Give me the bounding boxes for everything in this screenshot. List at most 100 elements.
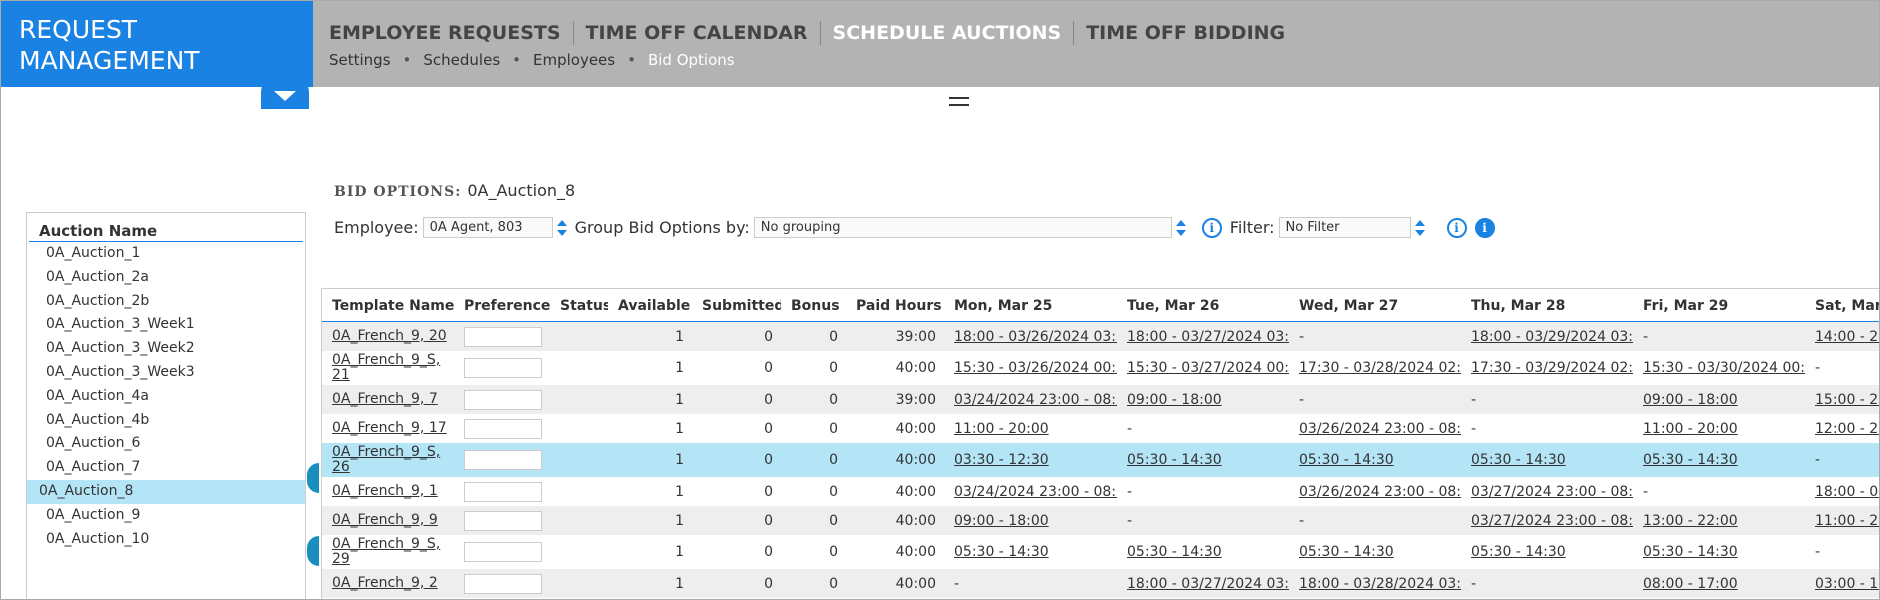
- shift-link[interactable]: 17:30 - 03/28/2024 02:30: [1299, 360, 1461, 376]
- panel-toggle[interactable]: [307, 463, 319, 493]
- shift-link[interactable]: 18:00 - 03/26/2024 03:00: [954, 328, 1117, 345]
- template-link[interactable]: 0A_French_9, 17: [332, 420, 447, 436]
- shift-link[interactable]: 18:00 - 03/27/2024 03:00: [1127, 575, 1289, 592]
- shift-link[interactable]: 05:30 - 14:30: [1643, 544, 1738, 560]
- collapse-handle[interactable]: [949, 97, 969, 106]
- auction-item[interactable]: 0A_Auction_3_Week3: [46, 363, 195, 380]
- nav-tab[interactable]: TIME OFF CALENDAR: [572, 21, 820, 45]
- shift-link[interactable]: 11:00 - 20:00: [1643, 420, 1738, 437]
- spinner[interactable]: [1414, 219, 1425, 236]
- auction-item[interactable]: 0A_Auction_1: [46, 245, 141, 261]
- subnav-link[interactable]: Settings: [329, 51, 391, 69]
- preference-input[interactable]: [464, 450, 542, 470]
- shift-link[interactable]: 18:00 - 03/27/2024 03:00: [1127, 328, 1289, 345]
- table-row[interactable]: 0A_French_9, 2 1 0 0 40:00-18:00 - 03/27/202…: [322, 569, 1879, 598]
- shift-link[interactable]: 11:00 - 20:00: [954, 420, 1049, 437]
- table-row[interactable]: 0A_French_9, 7 1 0 0 39:00 03/24/2024 23:00 -…: [322, 385, 1879, 414]
- shift-link[interactable]: 05:30 - 14:30: [1299, 452, 1394, 468]
- shift-link[interactable]: 03/26/2024 23:00 - 08:00: [1299, 420, 1461, 437]
- table-row[interactable]: 0A_French_9, 9 1 0 0 40:00 09:00 - 18:00- -03/…: [322, 506, 1879, 535]
- auction-item[interactable]: 0A_Auction_9: [46, 506, 141, 523]
- shift-link[interactable]: 13:00 - 22:00: [1643, 512, 1738, 529]
- table-row[interactable]: 0A_French_9, 20 1 0 0 39:00 18:00 - 03/26/202…: [322, 321, 1879, 351]
- nav-tab[interactable]: EMPLOYEE REQUESTS: [329, 22, 561, 44]
- shift-link[interactable]: 11:00 - 20:00: [1815, 512, 1879, 529]
- auction-item[interactable]: 0A_Auction_3_Week1: [46, 316, 195, 333]
- table-row[interactable]: 0A_French_9, 1 1 0 0 40:00 03/24/2024 23:00 -…: [322, 477, 1879, 506]
- template-link[interactable]: 0A_French_9_S, 21: [332, 352, 441, 383]
- shift-link[interactable]: 03/27/2024 23:00 - 08:00: [1471, 483, 1633, 500]
- auction-item[interactable]: 0A_Auction_4a: [46, 387, 149, 404]
- subnav-link[interactable]: Bid Options: [647, 51, 735, 69]
- subnav-link[interactable]: Schedules: [423, 51, 501, 69]
- shift-link[interactable]: 08:00 - 17:00: [1643, 575, 1738, 592]
- preference-input[interactable]: [464, 389, 542, 410]
- shift-link[interactable]: 05:30 - 14:30: [1643, 452, 1738, 468]
- info-icon[interactable]: i: [1201, 217, 1222, 238]
- shift-link[interactable]: 03/27/2024 23:00 - 08:00: [1471, 512, 1633, 529]
- template-link[interactable]: 0A_French_9, 2: [332, 575, 438, 591]
- shift-link[interactable]: 09:00 - 18:00: [1127, 391, 1222, 408]
- shift-link[interactable]: 14:00 - 22:00: [1815, 328, 1879, 345]
- nav-tab[interactable]: TIME OFF BIDDING: [1073, 21, 1297, 45]
- shift-link[interactable]: 05:30 - 14:30: [1471, 452, 1566, 468]
- table-row[interactable]: 0A_French_9_S, 21 1 0 0 40:00 15:30 - 03/26/2…: [322, 351, 1879, 385]
- info-icon[interactable]: i: [1446, 217, 1467, 238]
- group-select[interactable]: No grouping: [753, 217, 1172, 238]
- shift-link[interactable]: 03:00 - 12:00: [1815, 575, 1879, 592]
- auction-item[interactable]: 0A_Auction_3_Week2: [46, 340, 195, 357]
- table-row[interactable]: 0A_French_9_S, 29 1 0 0 40:00 05:30 - 14:30 05…: [322, 535, 1879, 569]
- employee-select[interactable]: 0A Agent, 803: [422, 217, 553, 238]
- shift-link[interactable]: 03/26/2024 23:00 - 08:00: [1299, 483, 1461, 500]
- template-link[interactable]: 0A_French_9, 7: [332, 391, 438, 407]
- shift-link[interactable]: 05:30 - 14:30: [1127, 452, 1222, 468]
- shift-link[interactable]: 05:30 - 14:30: [1471, 544, 1566, 560]
- preference-input[interactable]: [464, 510, 542, 531]
- shift-link[interactable]: 18:00 - 03/31/2024 03:00: [1815, 483, 1879, 500]
- template-link[interactable]: 0A_French_9_S, 26: [332, 444, 441, 475]
- preference-input[interactable]: [464, 418, 542, 439]
- shift-link[interactable]: 09:00 - 18:00: [954, 512, 1049, 529]
- auction-item[interactable]: 0A_Auction_8: [27, 479, 305, 504]
- shift-link[interactable]: 15:00 - 23:00: [1815, 391, 1879, 408]
- auction-item[interactable]: 0A_Auction_6: [46, 435, 141, 452]
- nav-tab[interactable]: SCHEDULE AUCTIONS: [819, 21, 1074, 45]
- shift-link[interactable]: 15:30 - 03/26/2024 00:30: [954, 360, 1117, 376]
- info-icon[interactable]: i: [1474, 217, 1495, 238]
- preference-input[interactable]: [464, 358, 542, 378]
- preference-input[interactable]: [464, 573, 542, 594]
- template-link[interactable]: 0A_French_9, 9: [332, 512, 438, 528]
- auction-item[interactable]: 0A_Auction_4b: [46, 411, 150, 428]
- auction-item[interactable]: 0A_Auction_10: [46, 530, 150, 547]
- shift-link[interactable]: 03/24/2024 23:00 - 08:00: [954, 391, 1117, 408]
- auction-item[interactable]: 0A_Auction_2a: [46, 268, 149, 285]
- shift-link[interactable]: 05:30 - 14:30: [1299, 544, 1394, 560]
- shift-link[interactable]: 03/24/2024 23:00 - 08:00: [954, 483, 1117, 500]
- shift-link[interactable]: 18:00 - 03/29/2024 03:00: [1471, 328, 1633, 345]
- preference-input[interactable]: [464, 326, 542, 347]
- preference-input[interactable]: [464, 542, 542, 562]
- panel-toggle[interactable]: [307, 536, 319, 566]
- shift-link[interactable]: 05:30 - 14:30: [954, 544, 1049, 560]
- table-row[interactable]: 0A_French_9_S, 26 1 0 0 40:00 03:30 - 12:30 05…: [322, 443, 1879, 477]
- template-link[interactable]: 0A_French_9, 1: [332, 483, 438, 499]
- spinner[interactable]: [1175, 219, 1186, 236]
- preference-input[interactable]: [464, 481, 542, 502]
- shift-link[interactable]: 15:30 - 03/27/2024 00:30: [1127, 360, 1289, 376]
- shift-link[interactable]: 05:30 - 14:30: [1127, 544, 1222, 560]
- shift-link[interactable]: 18:00 - 03/28/2024 03:00: [1299, 575, 1461, 592]
- shift-link[interactable]: 15:30 - 03/30/2024 00:30: [1643, 360, 1805, 376]
- auction-item[interactable]: 0A_Auction_7: [46, 459, 141, 476]
- shift-link[interactable]: 03:30 - 12:30: [954, 452, 1049, 468]
- filter-select[interactable]: No Filter: [1278, 217, 1411, 238]
- table-row[interactable]: 0A_French_9, 17 1 0 0 40:00 11:00 - 20:00-03/…: [322, 414, 1879, 443]
- subnav-link[interactable]: Employees: [533, 51, 616, 69]
- menu-toggle[interactable]: [261, 69, 309, 109]
- template-link[interactable]: 0A_French_9, 20: [332, 328, 447, 344]
- template-link[interactable]: 0A_French_9_S, 29: [332, 536, 441, 567]
- shift-link[interactable]: 17:30 - 03/29/2024 02:30: [1471, 360, 1633, 376]
- spinner[interactable]: [556, 219, 567, 236]
- shift-link[interactable]: 12:00 - 21:00: [1815, 420, 1879, 437]
- shift-link[interactable]: 09:00 - 18:00: [1643, 391, 1738, 408]
- auction-item[interactable]: 0A_Auction_2b: [46, 292, 150, 309]
